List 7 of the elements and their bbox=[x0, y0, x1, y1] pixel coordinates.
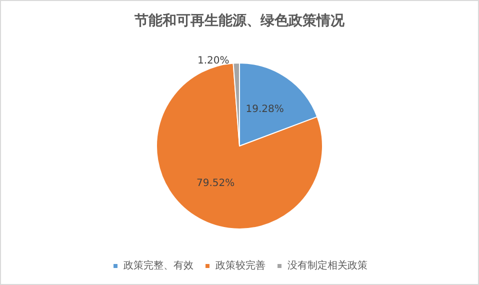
data-label: 19.28% bbox=[246, 104, 284, 115]
legend-label: 没有制定相关政策 bbox=[288, 260, 368, 272]
legend-label: 政策较完善 bbox=[216, 260, 266, 272]
chart-title: 节能和可再生能源、绿色政策情况 bbox=[134, 13, 346, 29]
data-label: 79.52% bbox=[196, 178, 235, 190]
data-label: 1.20% bbox=[198, 56, 230, 67]
legend-label: 政策完整、有效 bbox=[124, 260, 194, 272]
